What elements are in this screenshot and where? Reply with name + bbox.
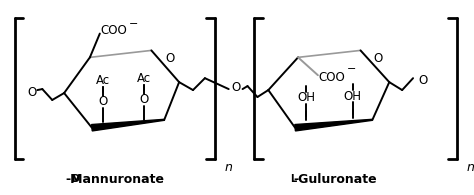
Text: L: L (290, 174, 296, 184)
Text: O: O (140, 93, 149, 106)
Text: OH: OH (297, 91, 315, 105)
Text: D: D (71, 174, 79, 184)
Polygon shape (91, 119, 164, 131)
Text: O: O (231, 81, 240, 94)
Text: O: O (374, 52, 383, 65)
Text: -Mannuronate: -Mannuronate (65, 173, 164, 186)
Text: O: O (28, 86, 37, 98)
Text: -Guluronate: -Guluronate (293, 173, 376, 186)
Text: COO: COO (100, 24, 127, 37)
Text: Ac: Ac (96, 74, 110, 87)
Text: O: O (165, 52, 175, 65)
Text: −: − (129, 19, 138, 29)
Text: COO: COO (319, 71, 345, 84)
Text: O: O (98, 96, 108, 108)
Text: n: n (225, 161, 233, 174)
Polygon shape (295, 119, 373, 131)
Text: Ac: Ac (137, 72, 152, 85)
Text: n: n (466, 161, 474, 174)
Text: OH: OH (344, 90, 362, 103)
Text: O: O (419, 74, 428, 87)
Text: −: − (347, 64, 356, 74)
